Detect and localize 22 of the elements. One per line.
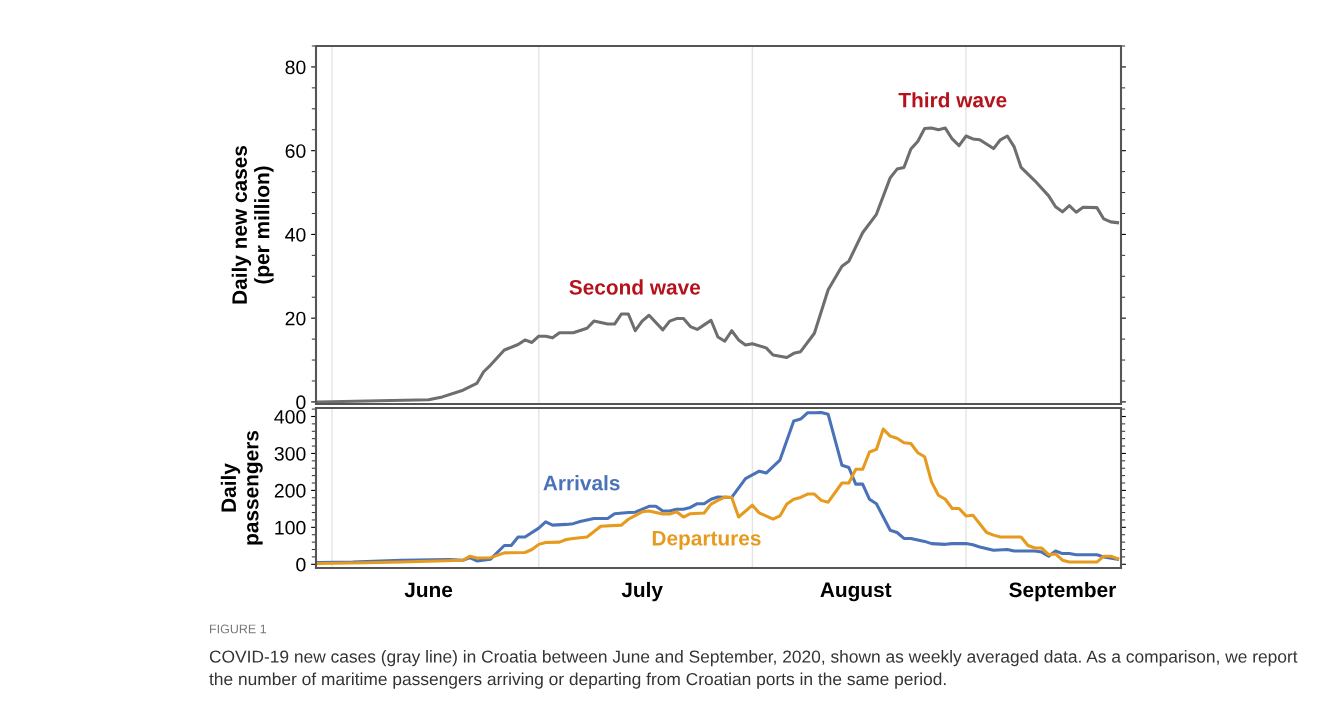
y-tick-label: 0 <box>296 395 306 410</box>
x-tick-label: July <box>621 581 663 602</box>
y-tick-label: 0 <box>296 557 306 572</box>
x-tick-label: August <box>820 582 892 602</box>
y-tick-label: 400 <box>274 409 306 424</box>
text: COVID-19 new cases (gray line) in Croatia between June and September, 2020, shown as weekly averaged data. As a comparison, we report the number of maritime passengers arriving or departing from Croatian ports in the same period. <box>209 650 1298 689</box>
series-label: Arrivals <box>543 475 620 491</box>
y-tick-label: 100 <box>275 520 306 535</box>
y-tick-label: 20 <box>285 311 306 326</box>
y-axis-title: Daily passengers <box>220 430 263 545</box>
x-tick-label: June <box>404 582 453 598</box>
annotation: Second wave <box>569 279 701 295</box>
x-tick-label: September <box>1009 581 1116 602</box>
caption: FIGURE 1 <box>210 624 267 634</box>
y-axis-title: Daily new cases (per million) <box>231 145 274 304</box>
y-tick-label: 40 <box>285 227 306 242</box>
annotation: Third wave <box>898 92 1007 108</box>
y-tick-label: 60 <box>285 144 306 158</box>
y-tick-label: 200 <box>274 483 306 498</box>
y-tick-label: 300 <box>274 446 306 461</box>
y-tick-label: 80 <box>285 60 306 75</box>
series-label: Departures <box>652 531 761 550</box>
